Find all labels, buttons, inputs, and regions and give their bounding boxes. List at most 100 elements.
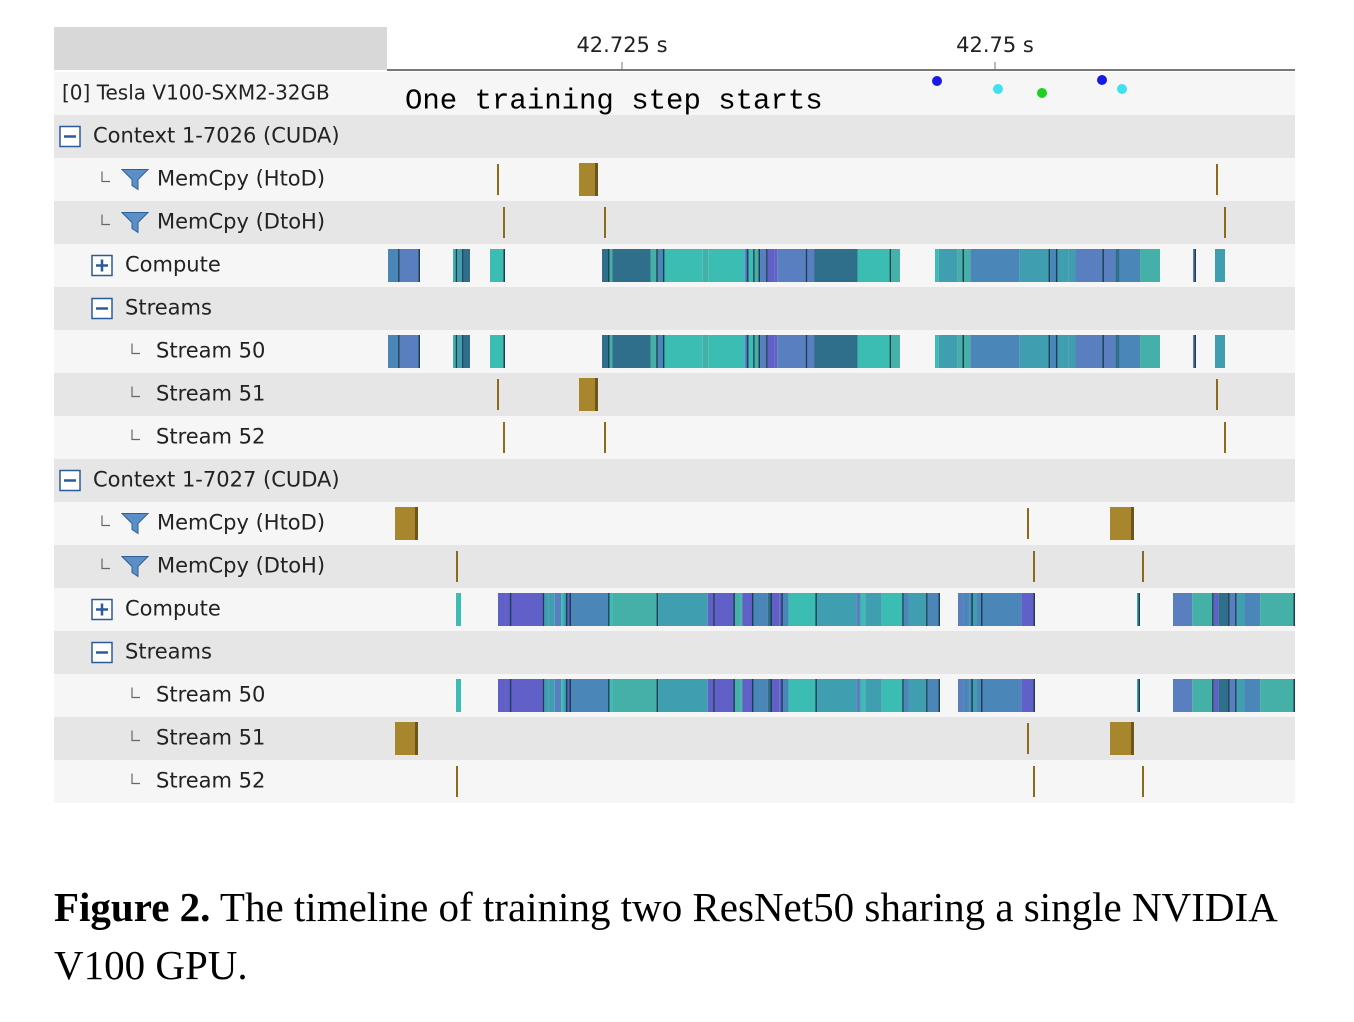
kernel-edge — [1055, 249, 1058, 282]
kernel-edge — [713, 679, 715, 712]
kernel — [561, 679, 564, 712]
kernel-edge — [751, 593, 754, 626]
kernel — [1021, 679, 1035, 712]
kernel — [602, 249, 610, 282]
kernel — [567, 679, 572, 712]
memcpy-tick — [456, 766, 458, 797]
kernel-edge — [1102, 249, 1104, 282]
memcpy-edge — [595, 378, 598, 411]
kernel — [563, 679, 568, 712]
row-bg — [54, 416, 1295, 459]
row-label: Context 1-7027 (CUDA) — [93, 468, 340, 492]
kernel-edge — [733, 593, 735, 626]
kernel — [903, 679, 909, 712]
kernel-edge — [1194, 335, 1196, 368]
kernel-edge — [747, 335, 749, 368]
kernel — [702, 249, 709, 282]
kernel-edge — [1102, 335, 1104, 368]
kernel-edge — [509, 679, 512, 712]
kernel — [760, 249, 768, 282]
kernel — [782, 679, 789, 712]
kernel — [1050, 335, 1058, 368]
row-label: MemCpy (HtoD) — [157, 167, 325, 191]
kernel — [567, 593, 572, 626]
row-label: Stream 52 — [156, 425, 265, 449]
kernel-edge — [608, 679, 610, 712]
kernel-edge — [1212, 593, 1214, 626]
kernel — [742, 593, 754, 626]
kernel — [938, 335, 958, 368]
memcpy-tick — [497, 164, 499, 195]
kernel — [881, 593, 904, 626]
row-bg — [54, 502, 1295, 545]
kernel-edge — [753, 249, 755, 282]
kernel — [788, 679, 817, 712]
kernel-edge — [565, 593, 568, 626]
kernel — [707, 679, 715, 712]
kernel — [903, 593, 909, 626]
device-label: [0] Tesla V100-SXM2-32GB — [62, 81, 330, 105]
kernel — [774, 335, 778, 368]
memcpy-block — [1110, 507, 1134, 540]
caption-label: Figure 2. — [54, 884, 211, 930]
kernel — [708, 335, 746, 368]
kernel — [891, 249, 900, 282]
memcpy-tick — [1142, 551, 1144, 582]
kernel-edge — [751, 679, 754, 712]
kernel — [772, 593, 780, 626]
kernel — [1019, 335, 1051, 368]
tree-branch — [131, 343, 140, 355]
rows: Context 1-7026 (CUDA) MemCpy (HtoD) MemCpy… — [54, 115, 1295, 803]
kernel-edge — [926, 679, 928, 712]
kernel-edge — [766, 249, 768, 282]
kernel — [970, 335, 1020, 368]
kernel-edge — [565, 679, 568, 712]
kernel-edge — [938, 593, 940, 626]
kernel — [505, 593, 512, 626]
kernel — [457, 335, 464, 368]
kernel — [612, 593, 659, 626]
kernel — [1103, 335, 1116, 368]
kernel — [963, 679, 970, 712]
tree-branch — [101, 214, 110, 226]
kernel — [498, 593, 506, 626]
kernel — [563, 593, 568, 626]
kernel — [1213, 679, 1219, 712]
memcpy-tick — [456, 551, 458, 582]
event-dot — [932, 76, 942, 86]
kernel — [1103, 249, 1116, 282]
kernel — [1236, 679, 1245, 712]
tree-branch — [101, 171, 110, 183]
header-panel — [54, 27, 387, 70]
filter-icon — [120, 556, 150, 578]
row-label: Context 1-7026 (CUDA) — [93, 124, 340, 148]
kernel-edge — [1048, 249, 1051, 282]
kernel-edge — [398, 335, 400, 368]
kernel — [658, 679, 708, 712]
kernel — [714, 679, 735, 712]
kernel — [734, 679, 741, 712]
kernel-edge — [1194, 249, 1196, 282]
row-label: Stream 50 — [156, 683, 265, 707]
kernel — [767, 593, 773, 626]
kernel — [707, 593, 715, 626]
kernel-edge — [398, 249, 400, 282]
kernel — [657, 335, 665, 368]
memcpy-tick — [1027, 723, 1029, 754]
kernel — [664, 335, 703, 368]
kernel — [814, 249, 858, 282]
kernel — [1021, 593, 1035, 626]
kernel — [807, 249, 815, 282]
filter-icon — [120, 212, 150, 234]
kernel — [774, 249, 778, 282]
time-tick: 42.725 s — [576, 33, 667, 57]
kernel — [612, 335, 651, 368]
kernel — [753, 593, 768, 626]
memcpy-tick — [1224, 207, 1226, 238]
kernel-edge — [418, 335, 420, 368]
kernel — [753, 679, 768, 712]
kernel — [1192, 593, 1214, 626]
event-dot — [1117, 84, 1127, 94]
event-dot — [1097, 75, 1107, 85]
kernel — [976, 593, 983, 626]
